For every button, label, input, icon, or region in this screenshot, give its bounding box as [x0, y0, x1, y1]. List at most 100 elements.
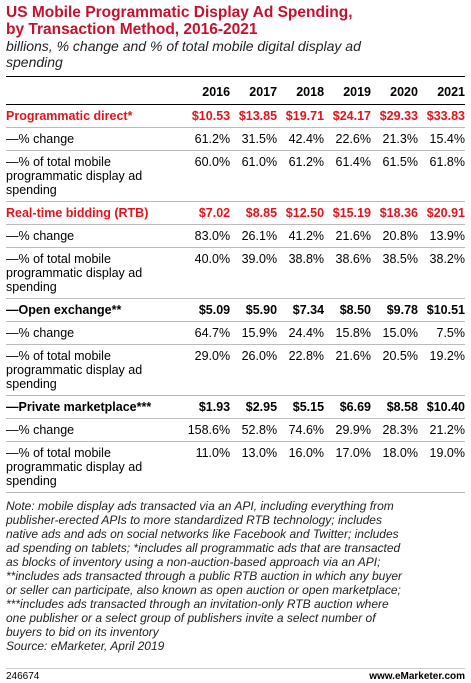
cell: $12.50 — [277, 201, 325, 225]
cell: 40.0% — [178, 247, 231, 299]
table-row: —% change 158.6% 52.8% 74.6% 29.9% 28.3% 21.2% — [6, 418, 465, 442]
cell: 64.7% — [178, 321, 231, 345]
cell: $8.58 — [371, 395, 418, 419]
data-table: 2016 2017 2018 2019 2020 2021 Programmatic di… — [6, 76, 465, 493]
row-label: —% change — [6, 321, 178, 345]
note-line: as blocks of inventory using a non-aucti… — [6, 555, 381, 569]
cell: $8.85 — [230, 201, 278, 225]
row-label: —% change — [6, 224, 178, 248]
cell: $5.09 — [178, 298, 231, 322]
cell: 52.8% — [230, 418, 278, 442]
row-label: Real-time bidding (RTB) — [6, 201, 178, 225]
cell: $10.53 — [178, 104, 231, 128]
note-line: ***includes ads transacted through an in… — [6, 597, 389, 611]
cell: 60.0% — [178, 150, 231, 202]
cell: 22.6% — [324, 127, 371, 151]
table-row: Real-time bidding (RTB) $7.02 $8.85 $12.50 $… — [6, 201, 465, 225]
brand: www.eMarketer.com — [369, 671, 465, 682]
table-row: —% of total mobile programmatic display … — [6, 247, 465, 299]
cell: 7.5% — [417, 321, 465, 345]
cell: $8.50 — [324, 298, 371, 322]
row-label: —% change — [6, 127, 178, 151]
cell: $7.34 — [277, 298, 325, 322]
cell: 21.6% — [324, 344, 371, 396]
table-row: —% change 61.2% 31.5% 42.4% 22.6% 21.3% 15.4% — [6, 127, 465, 151]
cell: 13.0% — [230, 441, 278, 493]
column-header: 2021 — [417, 76, 465, 105]
cell: 61.2% — [277, 150, 325, 202]
cell: 42.4% — [277, 127, 325, 151]
note-line: Source: eMarketer, April 2019 — [6, 639, 165, 653]
footer: 246674 www.eMarketer.com — [6, 668, 465, 682]
note-line: **includes ads transacted through a publ… — [6, 569, 403, 583]
cell: 61.2% — [178, 127, 231, 151]
row-label: —Private marketplace*** — [6, 395, 178, 419]
note-line: publisher-erected APIs to more standardi… — [6, 513, 382, 527]
note-line: ad spending on tablets; *includes all pr… — [6, 541, 401, 555]
cell: 74.6% — [277, 418, 325, 442]
cell: $2.95 — [230, 395, 278, 419]
title-line: US Mobile Programmatic Display Ad Spendi… — [6, 4, 353, 21]
cell: 38.5% — [371, 247, 418, 299]
cell: 21.2% — [417, 418, 465, 442]
row-label: —Open exchange** — [6, 298, 178, 322]
cell: $5.15 — [277, 395, 325, 419]
note-line: Note: mobile display ads transacted via … — [6, 499, 394, 513]
cell: 19.0% — [417, 441, 465, 493]
cell: 13.9% — [417, 224, 465, 248]
title-line: by Transaction Method, 2016-2021 — [6, 21, 258, 38]
cell: 16.0% — [277, 441, 325, 493]
column-header: 2016 — [178, 76, 231, 105]
table-row: —% of total mobile programmatic display … — [6, 441, 465, 493]
cell: 41.2% — [277, 224, 325, 248]
cell: 29.0% — [178, 344, 231, 396]
table-row: —% change 64.7% 15.9% 24.4% 15.8% 15.0% 7.5% — [6, 321, 465, 345]
cell: $15.19 — [324, 201, 371, 225]
table-row: —% of total mobile programmatic display … — [6, 150, 465, 202]
cell: 15.8% — [324, 321, 371, 345]
cell: 24.4% — [277, 321, 325, 345]
cell: $33.83 — [417, 104, 465, 128]
cell: 11.0% — [178, 441, 231, 493]
row-label: —% of total mobile programmatic display … — [6, 441, 178, 493]
subtitle: billions, % change and % of total mobile… — [6, 38, 465, 70]
note-line: one publisher or a select group of publi… — [6, 611, 376, 625]
cell: 29.9% — [324, 418, 371, 442]
column-header: 2018 — [277, 76, 325, 105]
cell: $24.17 — [324, 104, 371, 128]
cell: $9.78 — [371, 298, 418, 322]
header-row: 2016 2017 2018 2019 2020 2021 — [6, 76, 465, 105]
note-line: buyers to bid on its inventory — [6, 625, 159, 639]
subtitle-line: spending — [6, 54, 63, 70]
cell: 158.6% — [178, 418, 231, 442]
cell: 15.0% — [371, 321, 418, 345]
cell: 28.3% — [371, 418, 418, 442]
cell: 21.6% — [324, 224, 371, 248]
cell: $6.69 — [324, 395, 371, 419]
cell: $1.93 — [178, 395, 231, 419]
table-row: —% change 83.0% 26.1% 41.2% 21.6% 20.8% 13.9% — [6, 224, 465, 248]
cell: $10.40 — [417, 395, 465, 419]
cell: $19.71 — [277, 104, 325, 128]
cell: 31.5% — [230, 127, 278, 151]
chart-id: 246674 — [6, 671, 40, 682]
cell: 38.6% — [324, 247, 371, 299]
column-header: 2017 — [230, 76, 278, 105]
row-label: —% change — [6, 418, 178, 442]
row-label: Programmatic direct* — [6, 104, 178, 128]
cell: 61.8% — [417, 150, 465, 202]
cell: $10.51 — [417, 298, 465, 322]
cell: 61.5% — [371, 150, 418, 202]
row-label: —% of total mobile programmatic display … — [6, 247, 178, 299]
table-row: —Private marketplace*** $1.93 $2.95 $5.15 $6… — [6, 395, 465, 419]
column-header: 2019 — [324, 76, 371, 105]
table-body: Programmatic direct* $10.53 $13.85 $19.71 $2… — [6, 104, 465, 493]
row-label: —% of total mobile programmatic display … — [6, 344, 178, 396]
corner — [6, 76, 178, 105]
cell: 61.4% — [324, 150, 371, 202]
cell: $18.36 — [371, 201, 418, 225]
cell: 38.2% — [417, 247, 465, 299]
cell: $5.90 — [230, 298, 278, 322]
cell: $20.91 — [417, 201, 465, 225]
